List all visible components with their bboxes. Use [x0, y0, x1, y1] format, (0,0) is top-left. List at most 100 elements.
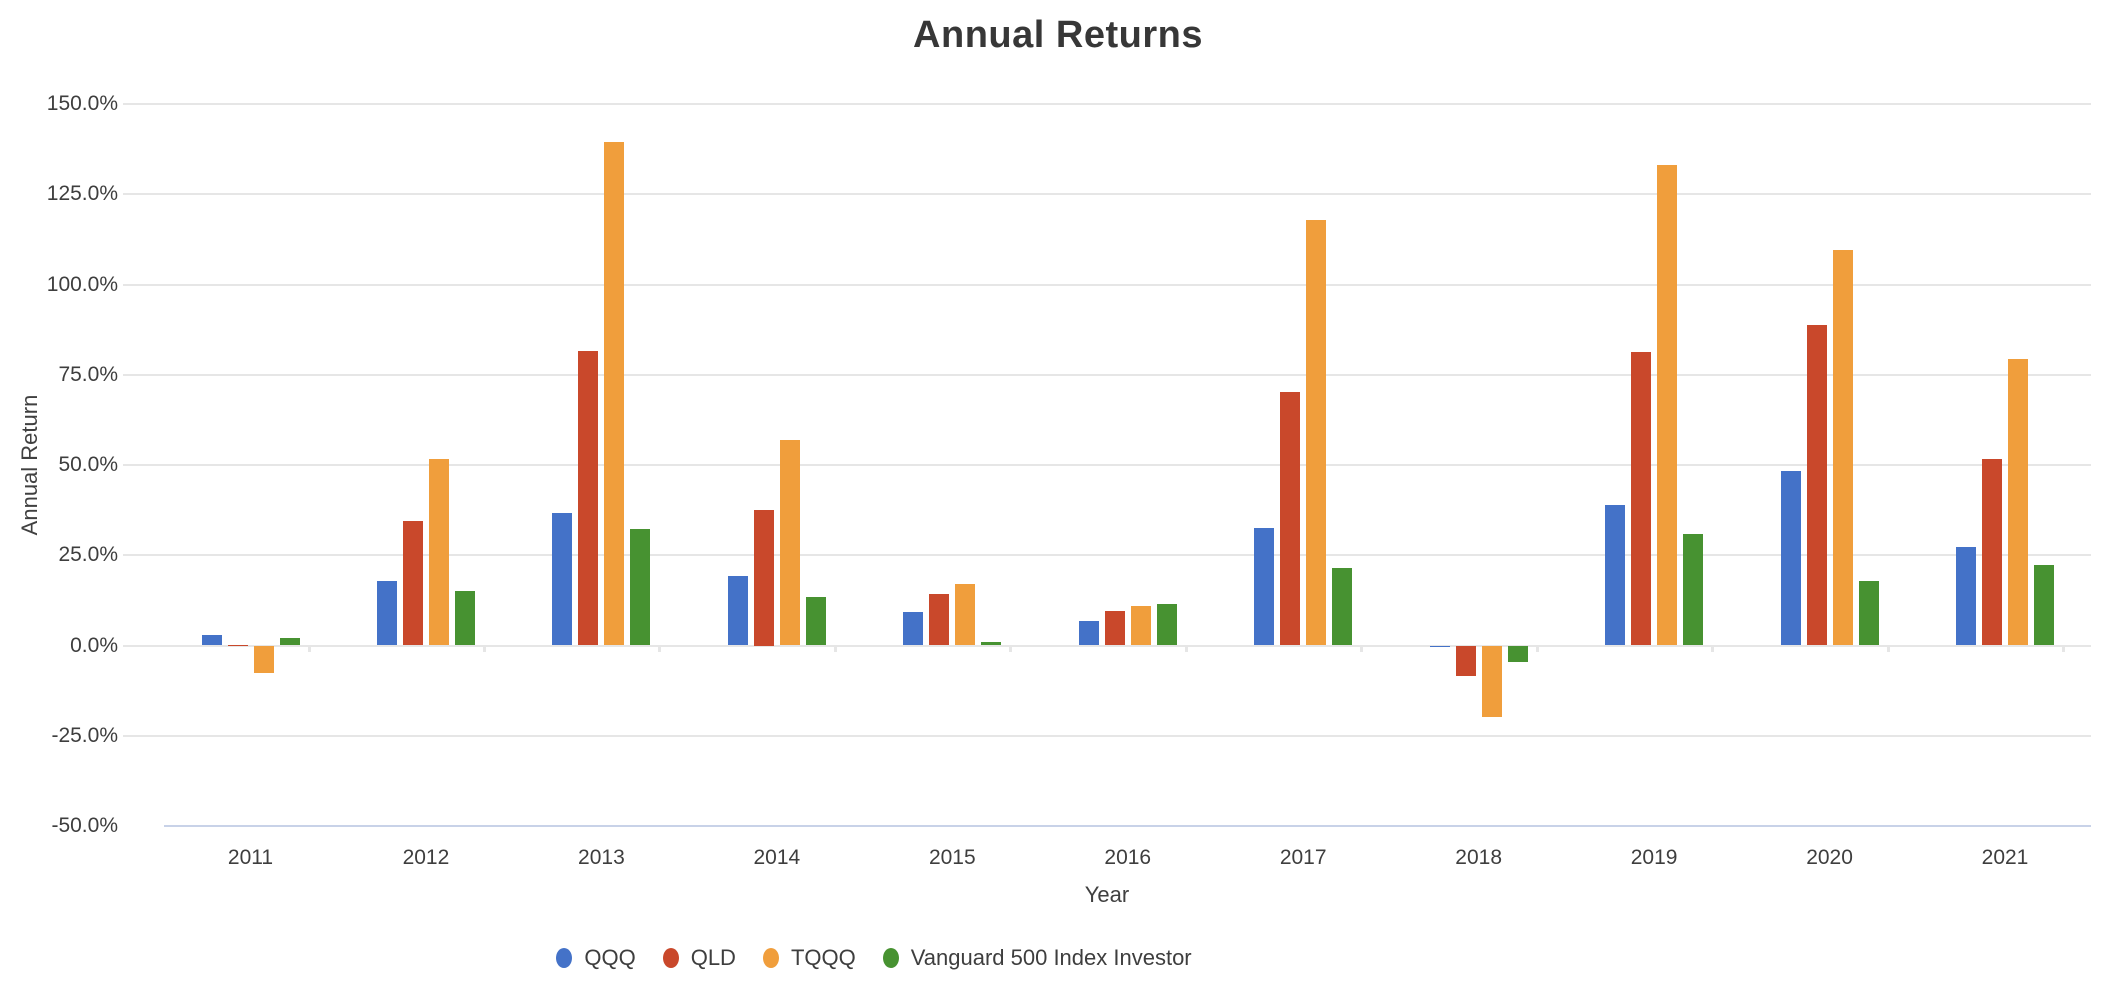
bar-tqqq-2017[interactable]: [1306, 219, 1327, 646]
x-axis-line: [164, 825, 2091, 827]
bar-tqqq-2020[interactable]: [1832, 249, 1853, 646]
bar-qld-2018[interactable]: [1455, 645, 1476, 676]
bar-tqqq-2014[interactable]: [779, 440, 800, 646]
legend-dot-icon: [662, 948, 679, 968]
bar-qld-2011[interactable]: [227, 644, 248, 646]
x-axis-tick: [2062, 646, 2065, 652]
bar-vanguard-2016[interactable]: [1156, 603, 1177, 646]
bar-qld-2014[interactable]: [753, 510, 774, 646]
bar-qld-2016[interactable]: [1104, 610, 1125, 646]
legend-dot-icon: [762, 948, 779, 968]
bar-qqq-2014[interactable]: [727, 576, 748, 646]
bar-qqq-2016[interactable]: [1078, 620, 1099, 646]
bar-vanguard-2015[interactable]: [981, 641, 1002, 646]
bar-tqqq-2016[interactable]: [1130, 605, 1151, 646]
legend-item-qqq[interactable]: QQQ: [556, 945, 636, 971]
plot-area: [123, 103, 2091, 827]
gridline: [123, 283, 2091, 286]
bar-qqq-2015[interactable]: [903, 611, 924, 646]
bar-vanguard-2020[interactable]: [1858, 580, 1879, 646]
bar-qld-2013[interactable]: [578, 350, 599, 646]
x-tick-label-2019: 2019: [1630, 846, 1678, 869]
x-tick-label-2014: 2014: [753, 846, 801, 869]
x-tick-label-2016: 2016: [1104, 846, 1152, 869]
bar-qqq-2013[interactable]: [552, 513, 573, 646]
bar-qqq-2011[interactable]: [201, 634, 222, 646]
x-axis-tick: [1535, 646, 1539, 652]
legend-label: Vanguard 500 Index Investor: [910, 945, 1192, 970]
bar-vanguard-2017[interactable]: [1332, 567, 1353, 646]
x-tick-label-2020: 2020: [1806, 846, 1853, 869]
bar-qld-2012[interactable]: [402, 521, 423, 646]
gridline: [123, 734, 2091, 737]
x-axis-tick: [1711, 646, 1715, 652]
x-tick-label-2021: 2021: [1981, 846, 2029, 869]
x-axis-tick: [833, 646, 837, 652]
x-axis-tick: [1009, 646, 1013, 652]
bar-vanguard-2021[interactable]: [2034, 564, 2054, 646]
legend-label: TQQQ: [790, 945, 856, 970]
bar-qld-2017[interactable]: [1280, 392, 1301, 646]
gridline: [123, 464, 2091, 466]
y-tick-label: -25.0%: [51, 723, 118, 747]
legend-label: QLD: [690, 945, 736, 970]
bar-tqqq-2012[interactable]: [428, 458, 449, 646]
y-tick-label: -50.0%: [51, 814, 118, 837]
gridline: [123, 644, 2091, 647]
x-tick-label-2013: 2013: [578, 846, 625, 869]
legend-item-qld[interactable]: QLD: [662, 945, 736, 971]
bar-qqq-2020[interactable]: [1780, 470, 1801, 646]
gridline: [123, 554, 2091, 557]
x-tick-label-2015: 2015: [928, 846, 976, 869]
chart-title: Annual Returns: [913, 14, 1203, 56]
bar-tqqq-2019[interactable]: [1657, 164, 1678, 646]
bar-qld-2015[interactable]: [929, 593, 950, 646]
x-axis-tick: [658, 646, 662, 652]
bar-vanguard-2018[interactable]: [1507, 645, 1528, 663]
legend-dot-icon: [882, 948, 899, 968]
legend-label: QQQ: [584, 945, 636, 970]
x-tick-label-2017: 2017: [1279, 846, 1327, 869]
y-tick-label: 0.0%: [70, 633, 118, 657]
bar-tqqq-2015[interactable]: [955, 584, 976, 646]
bar-qqq-2021[interactable]: [1956, 546, 1976, 646]
legend: QQQ QLD TQQQ Vanguard 500 Index Investor: [0, 938, 1748, 978]
bar-qld-2019[interactable]: [1631, 352, 1652, 646]
y-tick-label: 150.0%: [46, 92, 118, 115]
gridline: [123, 193, 2091, 196]
bar-vanguard-2011[interactable]: [279, 638, 300, 646]
bar-qqq-2019[interactable]: [1605, 504, 1626, 646]
legend-dot-icon: [556, 948, 573, 968]
x-tick-label-2011: 2011: [227, 846, 274, 869]
y-tick-label: 50.0%: [58, 453, 118, 476]
bar-tqqq-2013[interactable]: [604, 141, 625, 646]
y-tick-label: 125.0%: [46, 182, 118, 206]
bar-qqq-2017[interactable]: [1254, 527, 1275, 646]
bar-tqqq-2011[interactable]: [253, 645, 274, 674]
x-axis-tick: [1184, 646, 1188, 652]
bar-vanguard-2014[interactable]: [805, 597, 826, 646]
legend-item-vanguard[interactable]: Vanguard 500 Index Investor: [882, 945, 1192, 971]
y-tick-label: 75.0%: [58, 362, 118, 386]
x-tick-label-2018: 2018: [1455, 846, 1502, 869]
legend-item-tqqq[interactable]: TQQQ: [762, 945, 856, 971]
bar-vanguard-2013[interactable]: [630, 529, 651, 646]
x-axis-tick: [1360, 646, 1364, 652]
bar-tqqq-2021[interactable]: [2008, 358, 2028, 646]
x-axis-tick: [1886, 646, 1890, 652]
x-tick-label-2012: 2012: [402, 846, 450, 869]
bar-qqq-2012[interactable]: [376, 580, 397, 646]
y-tick-label: 25.0%: [58, 543, 118, 567]
x-axis-tick: [482, 646, 486, 652]
gridline: [123, 103, 2091, 105]
bar-vanguard-2019[interactable]: [1683, 533, 1704, 646]
bar-tqqq-2018[interactable]: [1481, 645, 1502, 718]
bar-qld-2020[interactable]: [1806, 324, 1827, 646]
bar-qld-2021[interactable]: [1982, 458, 2002, 646]
y-tick-label: 100.0%: [46, 272, 118, 296]
bar-vanguard-2012[interactable]: [454, 591, 475, 646]
gridline: [123, 373, 2091, 376]
x-axis-title: Year: [1084, 882, 1130, 907]
x-axis-tick: [307, 646, 311, 652]
